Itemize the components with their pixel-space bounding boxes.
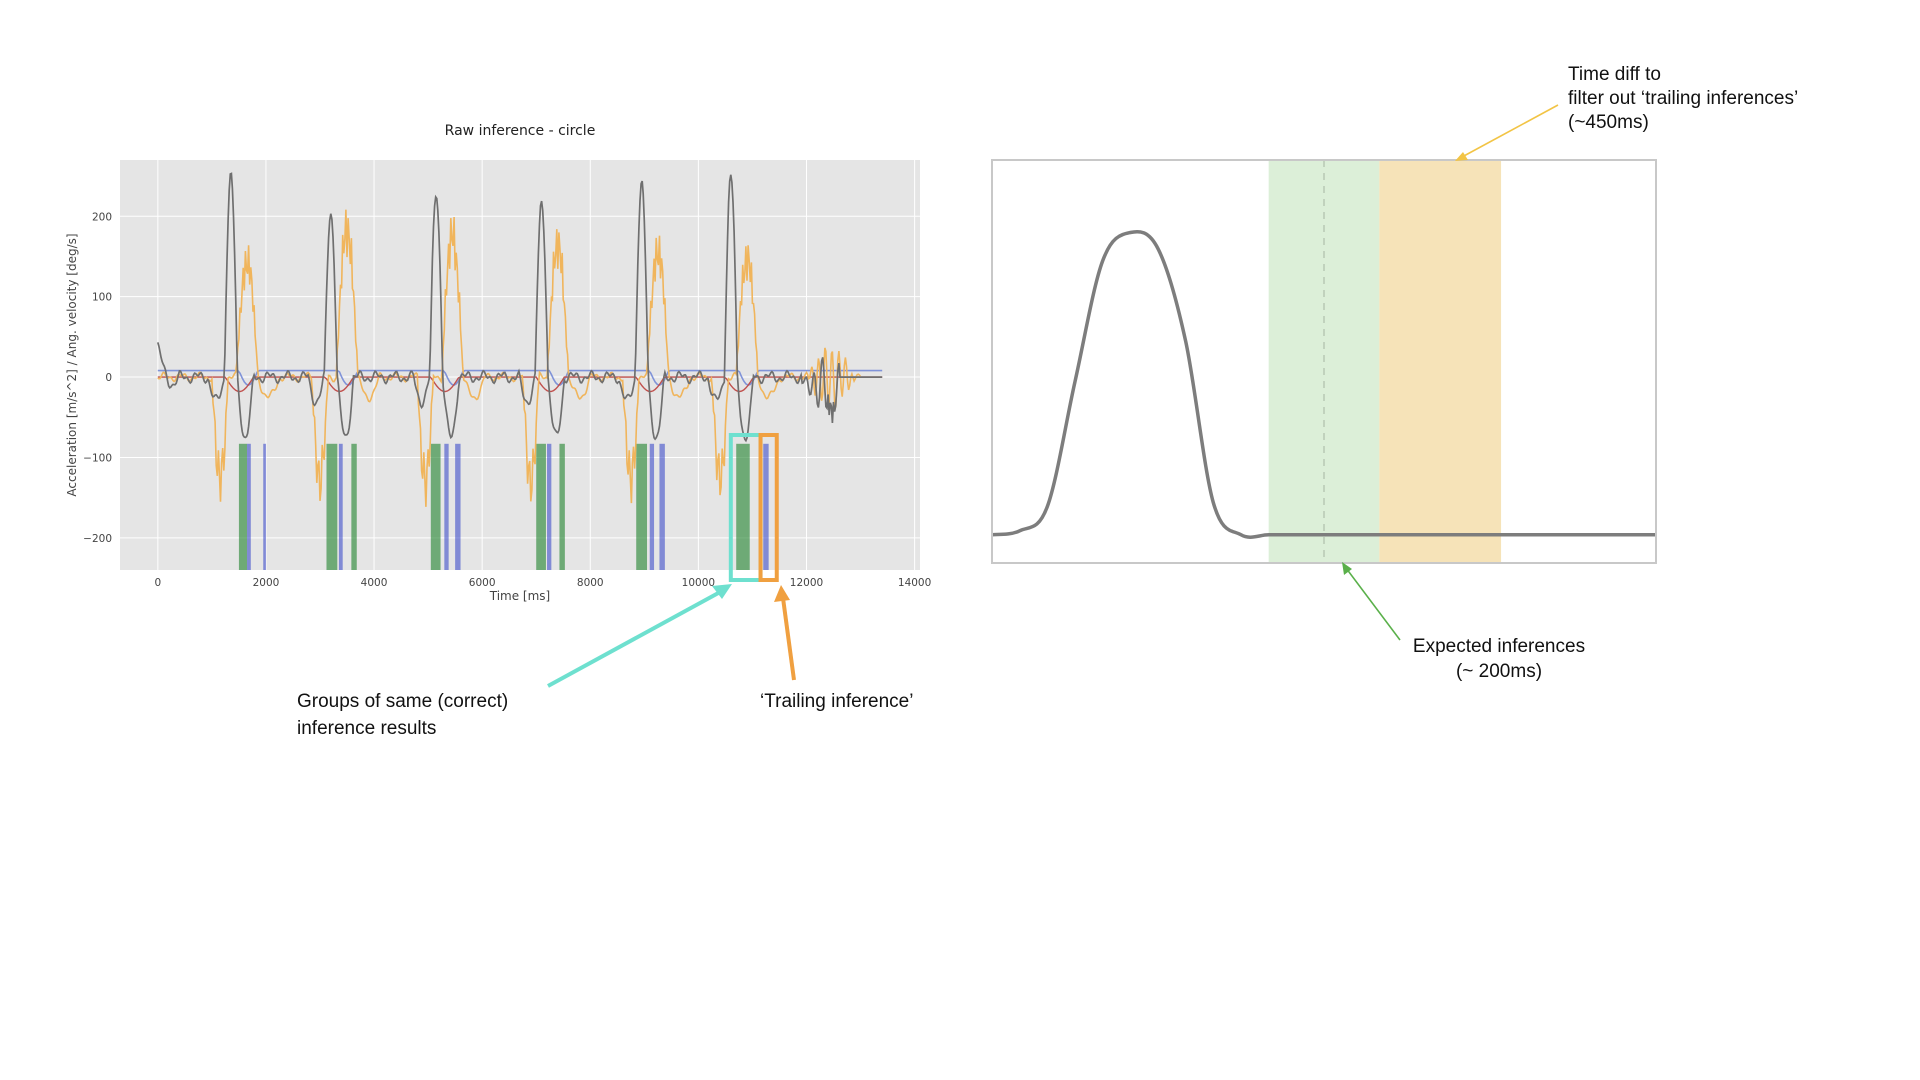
blue-series	[157, 369, 883, 386]
inference-bar	[351, 443, 357, 570]
x-tick-label: 12000	[790, 577, 823, 589]
inference-bar	[636, 443, 648, 570]
inference-bar	[649, 443, 655, 570]
expected-arrow-head	[1342, 562, 1352, 575]
expected-label-line1: Expected inferences	[1413, 636, 1585, 657]
x-tick-label: 8000	[577, 577, 604, 589]
timediff-label-line1: Time diff to	[1568, 64, 1661, 85]
inference-timing-diagram	[991, 159, 1657, 564]
groups-arrow	[547, 589, 723, 688]
inference-bar	[326, 443, 338, 570]
timediff-label-line2: filter out ‘trailing inferences’	[1568, 88, 1798, 109]
x-tick-label: 0	[154, 577, 161, 589]
x-tick-label: 10000	[682, 577, 715, 589]
inference-bar	[736, 443, 750, 570]
timing-region	[1379, 160, 1502, 563]
raw-inference-chart: 0 2000 4000 6000 8000 10000 12000 14000−200−100…	[65, 123, 931, 603]
gray-series	[156, 172, 883, 443]
timing-regions	[1268, 160, 1502, 563]
inference-bars	[238, 443, 769, 570]
x-tick-label: 4000	[361, 577, 388, 589]
inference-bar	[263, 443, 266, 570]
plot-area	[120, 160, 920, 570]
expected-arrow	[1345, 567, 1401, 641]
inference-bar	[763, 443, 769, 570]
highlight-box	[758, 433, 779, 582]
inference-bar	[444, 443, 449, 570]
inference-bar	[547, 443, 552, 570]
y-tick-label: −100	[83, 452, 112, 464]
chart-title: Raw inference - circle	[445, 123, 596, 139]
y-tick-label: 200	[92, 211, 112, 223]
diagram-frame	[991, 159, 1657, 564]
x-tick-label: 14000	[898, 577, 931, 589]
highlight-boxes	[728, 433, 779, 582]
groups-label-line1: Groups of same (correct)	[297, 691, 508, 712]
gesture-curve	[991, 229, 1656, 539]
signal-lines	[156, 172, 883, 507]
y-tick-label: 100	[92, 292, 112, 304]
y-tick-label: 0	[105, 372, 112, 384]
orange-series	[157, 209, 861, 507]
trailing-label: ‘Trailing inference’	[760, 691, 913, 712]
y-axis-label: Acceleration [m/s^2] / Ang. velocity [de…	[65, 233, 79, 496]
groups-label-line2: inference results	[297, 718, 436, 739]
inference-bar	[338, 443, 343, 570]
axis-ticks: 0 2000 4000 6000 8000 10000 12000 14000−200−100…	[83, 211, 931, 589]
trailing-arrow	[781, 597, 796, 681]
annotations: Groups of same (correct) inference resul…	[297, 64, 1798, 739]
trailing-arrow-head	[774, 585, 790, 602]
x-tick-label: 2000	[253, 577, 280, 589]
timediff-label-line3: (~450ms)	[1568, 112, 1649, 133]
inference-bar	[536, 443, 546, 570]
y-tick-label: −200	[83, 533, 112, 545]
groups-arrow-head	[712, 584, 732, 599]
inference-bar	[247, 443, 251, 570]
x-tick-label: 6000	[469, 577, 496, 589]
expected-label-line2: (~ 200ms)	[1456, 661, 1542, 682]
x-axis-label: Time [ms]	[489, 589, 551, 603]
inference-bar	[659, 443, 665, 570]
inference-bar	[455, 443, 461, 570]
timediff-arrow	[1461, 104, 1559, 158]
inference-bar	[430, 443, 441, 570]
inference-bar	[559, 443, 565, 570]
inference-bar	[238, 443, 248, 570]
timediff-arrow-head	[1455, 152, 1468, 161]
